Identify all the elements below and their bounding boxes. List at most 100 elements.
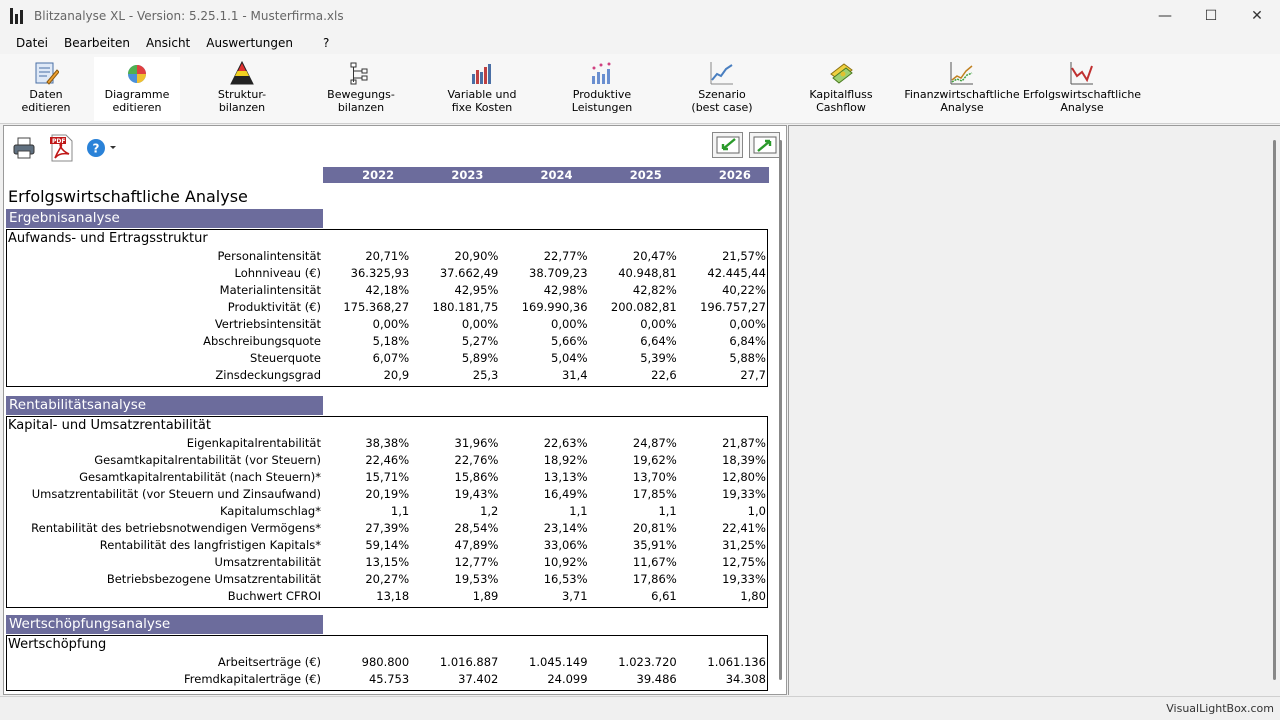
table-row: Gesamtkapitalrentabilität (vor Steuern) 2… (6, 452, 768, 469)
table-row: Lohnniveau (€) 36.325,93 37.662,49 38.709,2… (6, 265, 768, 282)
maximize-button[interactable]: ☐ (1204, 8, 1218, 24)
row-label: Personalintensität (217, 249, 322, 263)
menu-datei[interactable]: Datei (16, 36, 49, 50)
table-row: Betriebsbezogene Umsatzrentabilität 20,27… (6, 571, 768, 588)
tool-bewegungsbilanzen[interactable]: Bewegungs- bilanzen (318, 57, 404, 121)
menu-ansicht[interactable]: Ansicht (145, 36, 191, 50)
table-cell: 42.445,44 (707, 266, 766, 280)
tool-variable-fixe-kosten[interactable]: Variable und fixe Kosten (438, 57, 526, 121)
table-cell: 42,98% (543, 283, 588, 297)
table-cell: 5,89% (461, 351, 499, 365)
table-cell: 45.753 (368, 672, 410, 686)
row-label: Rentabilität des langfristigen Kapitals* (99, 538, 321, 552)
table-cell: 31,25% (722, 538, 766, 552)
table-cell: 1,89 (472, 589, 499, 603)
table-cell: 37.402 (458, 672, 499, 686)
table-cell: 23,14% (543, 521, 588, 535)
minimize-button[interactable]: — (1158, 8, 1172, 24)
tool-szenario[interactable]: Szenario (best case) (680, 57, 764, 121)
table-cell: 1,1 (390, 504, 410, 518)
table-cell: 1,2 (480, 504, 499, 518)
table-cell: 34.308 (725, 672, 766, 686)
tool-kapitalfluss[interactable]: Kapitalfluss Cashflow (798, 57, 884, 121)
bar-chart-icon (472, 64, 491, 84)
table-cell: 39.486 (636, 672, 677, 686)
svg-text:?: ? (93, 142, 100, 156)
table-cell: 0,00% (372, 317, 410, 331)
section-heading: Rentabilitätsanalyse (6, 396, 323, 415)
svg-text:PDF: PDF (52, 138, 65, 145)
help-dropdown-button[interactable]: ? (86, 134, 120, 162)
year-header: 2026 (718, 168, 751, 182)
table-cell: 6,07% (372, 351, 410, 365)
status-bar: VisualLightBox.com (0, 696, 1280, 720)
subsection-heading: Wertschöpfung (8, 637, 107, 652)
tree-icon (350, 62, 368, 85)
table-cell: 31,96% (454, 436, 499, 450)
table-cell: 5,39% (640, 351, 677, 365)
table-cell: 180.181,75 (432, 300, 499, 314)
tool-diagramme-editieren[interactable]: Diagramme editieren (94, 57, 180, 121)
row-label: Umsatzrentabilität (vor Steuern und Zins… (31, 487, 321, 501)
table-cell: 200.082,81 (610, 300, 677, 314)
table-row: Umsatzrentabilität 13,15% 12,77% 10,92% 11,6… (6, 554, 768, 571)
subsection-heading: Aufwands- und Ertragsstruktur (8, 231, 208, 246)
print-button[interactable] (10, 134, 38, 162)
row-label: Eigenkapitalrentabilität (186, 436, 321, 450)
section-box (6, 416, 768, 608)
table-cell: 25,3 (472, 368, 499, 382)
close-button[interactable]: ✕ (1251, 8, 1263, 24)
tool-finanzwirtschaftliche-analyse[interactable]: Finanzwirtschaftliche Analyse (904, 57, 1020, 121)
table-cell: 19,43% (454, 487, 499, 501)
table-cell: 20,9 (383, 368, 410, 382)
table-cell: 5,18% (372, 334, 410, 348)
row-label: Steuerquote (250, 351, 321, 365)
table-cell: 12,80% (722, 470, 766, 484)
table-cell: 35,91% (632, 538, 677, 552)
table-cell: 20,19% (365, 487, 410, 501)
year-header: 2025 (629, 168, 662, 182)
table-cell: 17,85% (632, 487, 677, 501)
row-label: Produktivität (€) (227, 300, 321, 314)
table-cell: 22,76% (454, 453, 499, 467)
tool-produktive-leistungen[interactable]: Produktive Leistungen (560, 57, 644, 121)
main-toolbar: Daten editieren Diagramme editieren Stru… (0, 54, 1280, 124)
pdf-export-button[interactable]: PDF (48, 134, 76, 162)
table-cell: 12,75% (722, 555, 766, 569)
collapse-button[interactable] (712, 132, 743, 158)
table-cell: 22,46% (365, 453, 410, 467)
table-cell: 169.990,36 (521, 300, 588, 314)
tool-daten-editieren[interactable]: Daten editieren (4, 57, 88, 121)
expand-button[interactable] (749, 132, 780, 158)
menu-auswertungen[interactable]: Auswertungen (206, 36, 293, 50)
row-label: Arbeitserträge (€) (217, 655, 321, 669)
row-label: Vertriebsintensität (214, 317, 321, 331)
table-cell: 20,81% (632, 521, 677, 535)
row-label: Rentabilität des betriebsnotwendigen Ver… (31, 521, 321, 535)
table-cell: 24,87% (632, 436, 677, 450)
table-cell: 0,00% (640, 317, 677, 331)
table-cell: 1,0 (747, 504, 766, 518)
table-cell: 1.045.149 (529, 655, 588, 669)
menu-help[interactable]: ? (322, 36, 330, 50)
table-row: Materialintensität 42,18% 42,95% 42,98% 42,8… (6, 282, 768, 299)
tool-strukturbilanzen[interactable]: Struktur- bilanzen (200, 57, 284, 121)
year-header: 2024 (540, 168, 573, 182)
table-cell: 16,49% (543, 487, 588, 501)
right-scrollbar[interactable] (1273, 140, 1276, 680)
row-label: Fremdkapitalerträge (€) (184, 672, 321, 686)
pyramid-icon (230, 60, 254, 85)
table-row: Personalintensität 20,71% 20,90% 22,77% 20,4… (6, 248, 768, 265)
table-cell: 22,6 (651, 368, 677, 382)
table-cell: 21,57% (722, 249, 766, 263)
table-cell: 33,06% (543, 538, 588, 552)
tool-erfolgswirtschaftliche-analyse[interactable]: Erfolgswirtschaftliche Analyse (1023, 57, 1141, 121)
menu-bearbeiten[interactable]: Bearbeiten (64, 36, 130, 50)
table-cell: 18,39% (722, 453, 766, 467)
table-cell: 13,15% (365, 555, 410, 569)
table-row: Rentabilität des langfristigen Kapitals*… (6, 537, 768, 554)
year-header: 2022 (362, 168, 395, 182)
table-cell: 21,87% (722, 436, 766, 450)
vertical-scrollbar[interactable] (779, 140, 782, 680)
table-cell: 28,54% (454, 521, 499, 535)
